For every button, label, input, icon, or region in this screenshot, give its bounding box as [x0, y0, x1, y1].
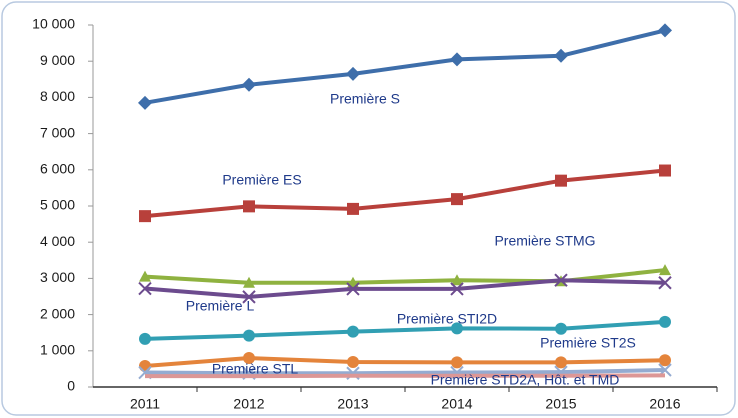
marker — [138, 95, 152, 110]
marker — [346, 282, 360, 296]
marker — [347, 356, 359, 369]
y-tick-label: 0 — [67, 378, 75, 394]
series-label: Première L — [186, 298, 255, 314]
marker — [346, 66, 360, 81]
y-tick-label: 10 000 — [32, 16, 75, 32]
y-tick-label: 1 000 — [40, 342, 75, 358]
marker — [347, 202, 359, 215]
series-label: Première STMG — [494, 233, 595, 249]
marker — [659, 315, 671, 328]
series-line — [144, 278, 666, 299]
series-line — [145, 373, 666, 379]
marker — [243, 276, 255, 288]
marker — [450, 52, 464, 67]
series-line — [144, 28, 666, 105]
y-tick-label: 8 000 — [40, 88, 75, 104]
marker — [658, 23, 672, 38]
marker — [450, 282, 464, 296]
series-line — [144, 319, 666, 341]
marker — [139, 270, 151, 282]
marker — [555, 322, 567, 335]
y-tick-label: 9 000 — [40, 52, 75, 68]
marker — [555, 174, 567, 187]
marker — [451, 356, 463, 369]
x-tick-label: 2016 — [649, 396, 680, 412]
series-label: Première STL — [212, 361, 299, 377]
x-tick-label: 2012 — [233, 396, 264, 412]
x-tick-label: 2011 — [130, 396, 160, 412]
marker — [554, 273, 568, 287]
marker — [242, 290, 256, 304]
marker — [243, 329, 255, 342]
marker — [139, 360, 151, 373]
marker — [659, 264, 671, 276]
y-tick-label: 6 000 — [40, 161, 75, 177]
marker — [138, 281, 152, 296]
y-tick-label: 5 000 — [40, 197, 75, 213]
y-tick-label: 2 000 — [40, 305, 75, 321]
x-tick-label: 2014 — [441, 396, 472, 412]
marker — [243, 200, 255, 213]
marker — [139, 332, 151, 345]
marker — [243, 352, 255, 365]
marker — [451, 193, 463, 206]
series-label: Première STD2A, Hôt. et TMD — [431, 372, 620, 388]
series-label: Première STI2D — [397, 311, 497, 327]
x-tick-label: 2013 — [337, 396, 368, 412]
marker — [658, 276, 672, 290]
series-label: Première ST2S — [540, 335, 636, 351]
marker — [659, 164, 671, 177]
marker — [451, 322, 463, 335]
series-line — [144, 168, 666, 219]
marker — [659, 354, 671, 367]
y-tick-label: 3 000 — [40, 269, 75, 285]
series-label: Première S — [330, 91, 400, 107]
series-line — [144, 356, 666, 368]
series-line — [144, 367, 666, 376]
x-tick-label: 2015 — [545, 396, 576, 412]
marker — [555, 356, 567, 369]
marker — [451, 274, 463, 286]
y-tick-label: 4 000 — [40, 233, 75, 249]
y-tick-label: 7 000 — [40, 124, 75, 140]
marker — [139, 210, 151, 223]
marker — [347, 325, 359, 338]
series-label: Première ES — [222, 172, 301, 188]
marker — [554, 48, 568, 63]
marker — [242, 77, 256, 92]
